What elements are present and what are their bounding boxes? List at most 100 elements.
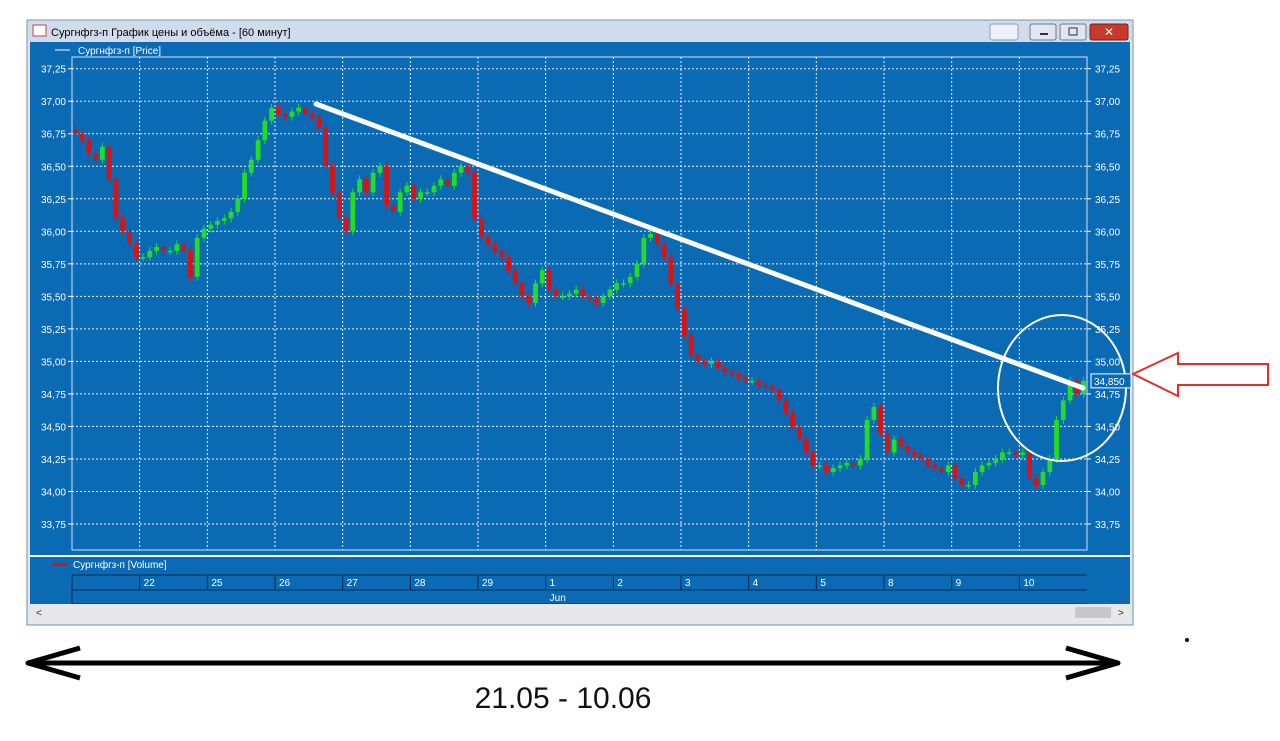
y-tick-label: 36,50 bbox=[41, 162, 66, 173]
y-tick-label: 35,50 bbox=[1095, 292, 1120, 303]
day-label: 3 bbox=[685, 578, 691, 589]
day-label: 1 bbox=[550, 578, 556, 589]
candle-body bbox=[803, 439, 809, 453]
last-price-box bbox=[1090, 373, 1132, 389]
y-tick-label: 36,00 bbox=[41, 227, 66, 238]
candle-body bbox=[763, 384, 768, 388]
candle-body bbox=[830, 468, 836, 472]
minimize-button[interactable] bbox=[1029, 23, 1057, 41]
y-tick-label: 35,75 bbox=[1095, 260, 1120, 271]
title-bar bbox=[28, 21, 1132, 42]
candle-body bbox=[891, 439, 897, 453]
price-legend: Сургнфгз-п [Price] bbox=[78, 45, 161, 57]
candle-body bbox=[1000, 452, 1005, 459]
candle-body bbox=[391, 205, 396, 212]
candle-body bbox=[857, 458, 863, 466]
candle-body bbox=[966, 484, 971, 487]
y-tick-label: 36,75 bbox=[1095, 130, 1120, 141]
scroll-thumb[interactable] bbox=[1075, 607, 1111, 618]
y-tick-label: 34,75 bbox=[41, 390, 66, 401]
candle-body bbox=[451, 172, 457, 186]
candle-body bbox=[458, 166, 464, 173]
volume-pane bbox=[30, 557, 1130, 604]
candle-body bbox=[140, 257, 146, 259]
candle-body bbox=[492, 244, 498, 251]
candle-body bbox=[797, 426, 802, 440]
candle-body bbox=[438, 179, 444, 186]
candle-body bbox=[160, 246, 166, 251]
candle-body bbox=[546, 270, 552, 290]
candle-body bbox=[864, 419, 870, 459]
candle-body bbox=[742, 376, 748, 381]
volume-swatch bbox=[52, 563, 68, 566]
candle-body bbox=[397, 192, 403, 212]
day-label: 22 bbox=[144, 578, 156, 589]
y-tick-label: 33,75 bbox=[41, 520, 66, 531]
candle-body bbox=[641, 237, 647, 264]
period-caption: 21.05 - 10.06 bbox=[475, 682, 652, 715]
candle-body bbox=[837, 465, 843, 469]
candle-body bbox=[316, 116, 322, 128]
y-tick-label: 34,25 bbox=[41, 455, 66, 466]
candle-body bbox=[553, 289, 559, 297]
candle-body bbox=[1060, 400, 1066, 420]
scrollbar[interactable] bbox=[30, 604, 1130, 621]
candle-body bbox=[167, 250, 173, 253]
maximize-button[interactable] bbox=[1059, 23, 1087, 41]
candle-body bbox=[282, 114, 288, 117]
candle-body bbox=[242, 172, 247, 199]
candle-body bbox=[817, 465, 823, 467]
candle-body bbox=[1013, 452, 1019, 456]
y-tick-label: 37,00 bbox=[41, 97, 66, 108]
day-label: 26 bbox=[279, 578, 291, 589]
candle-body bbox=[715, 361, 721, 368]
candle-body bbox=[925, 458, 931, 466]
day-label: 29 bbox=[482, 578, 494, 589]
candle-body bbox=[350, 192, 356, 232]
scroll-right[interactable]: > bbox=[1118, 608, 1124, 619]
candle-body bbox=[810, 452, 816, 466]
day-label: 28 bbox=[414, 578, 426, 589]
candle-body bbox=[654, 233, 660, 245]
candle-body bbox=[1067, 380, 1073, 401]
candle-body bbox=[614, 283, 620, 290]
candle-body bbox=[330, 166, 335, 193]
candle-body bbox=[898, 439, 904, 446]
candle-body bbox=[824, 465, 829, 472]
minimize-icon bbox=[1040, 33, 1048, 35]
y-tick-label: 35,75 bbox=[41, 260, 66, 271]
candle-body bbox=[580, 289, 586, 297]
candle-body bbox=[621, 283, 626, 285]
candle-body bbox=[100, 146, 105, 160]
candle-body bbox=[729, 371, 735, 375]
candle-body bbox=[993, 458, 999, 463]
pin-button[interactable] bbox=[989, 23, 1019, 41]
day-label: 4 bbox=[753, 578, 759, 589]
candle-body bbox=[506, 257, 511, 271]
candle-body bbox=[181, 244, 187, 251]
last-price-label: 34,850 bbox=[1094, 377, 1125, 388]
candle-body bbox=[702, 361, 708, 364]
y-tick-label: 37,25 bbox=[41, 65, 66, 76]
window-title: Сургнфгз-п График цены и объёма - [60 ми… bbox=[51, 27, 291, 39]
candle-body bbox=[221, 218, 227, 221]
candle-body bbox=[276, 107, 281, 115]
candle-body bbox=[533, 283, 538, 303]
candle-body bbox=[228, 211, 234, 219]
y-tick-label: 35,25 bbox=[41, 325, 66, 336]
candle-body bbox=[512, 270, 518, 284]
candle-body bbox=[627, 276, 633, 284]
candle-body bbox=[851, 462, 856, 466]
candle-body bbox=[783, 400, 789, 414]
candle-body bbox=[147, 250, 153, 258]
plot-border bbox=[71, 56, 1088, 551]
candle-body bbox=[363, 179, 369, 193]
close-button[interactable] bbox=[1089, 23, 1129, 41]
scroll-left[interactable]: < bbox=[36, 608, 42, 619]
candle-body bbox=[404, 185, 410, 193]
candle-body bbox=[86, 140, 92, 154]
y-tick-label: 36,25 bbox=[1095, 195, 1120, 206]
volume-legend: Сургнфгз-п [Volume] bbox=[73, 559, 167, 571]
candle-body bbox=[918, 455, 924, 459]
